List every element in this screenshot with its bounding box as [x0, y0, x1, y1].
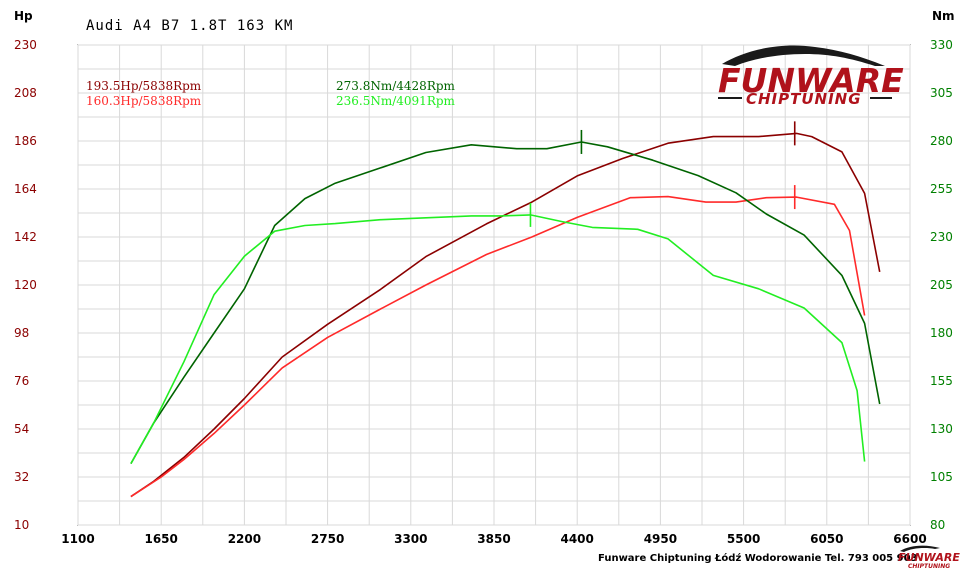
- right-tick-label: 205: [930, 278, 953, 292]
- left-tick-label: 164: [14, 182, 37, 196]
- left-axis-ticks: 10 32 54 76 98 120 142 164 186 208 230: [14, 38, 37, 532]
- x-axis-ticks: 1100 1650 2200 2750 3300 3850 4400 4950 5500 6050…: [61, 532, 926, 546]
- left-tick-label: 54: [14, 422, 29, 436]
- footer-logo-sub: CHIPTUNING: [908, 563, 950, 570]
- right-tick-label: 155: [930, 374, 953, 388]
- right-tick-label: 80: [930, 518, 945, 532]
- right-tick-label: 130: [930, 422, 953, 436]
- right-axis-unit: Nm: [932, 9, 955, 23]
- annotation-max-torque: 273.8Nm/4428Rpm: [336, 79, 456, 93]
- right-tick-label: 330: [930, 38, 953, 52]
- x-tick-label: 4400: [560, 532, 593, 546]
- right-tick-label: 305: [930, 86, 953, 100]
- x-tick-label: 1650: [144, 532, 177, 546]
- left-tick-label: 208: [14, 86, 37, 100]
- small-car-icon: [900, 545, 940, 552]
- series-line-4: [130, 214, 866, 464]
- x-tick-label: 4950: [644, 532, 677, 546]
- footer-logo-main: FUNWARE: [898, 551, 960, 564]
- annotation-max-power: 193.5Hp/5838Rpm: [86, 79, 202, 93]
- car-silhouette-icon: [722, 45, 885, 66]
- right-tick-label: 230: [930, 230, 953, 244]
- footer-small-logo: FUNWARE CHIPTUNING: [898, 545, 960, 570]
- right-tick-label: 180: [930, 326, 953, 340]
- logo-brand-main: FUNWARE: [718, 61, 904, 100]
- right-axis-ticks: 80 105 130 155 180 205 230 255 280 305 330: [930, 38, 953, 532]
- right-tick-label: 105: [930, 470, 953, 484]
- series-layer: [130, 132, 881, 498]
- series-line-2: [130, 195, 866, 498]
- x-tick-label: 2750: [311, 532, 344, 546]
- marker-layer: [529, 121, 796, 227]
- grid: [77, 44, 911, 526]
- x-tick-label: 6050: [810, 532, 843, 546]
- x-tick-label: 3300: [394, 532, 427, 546]
- x-tick-label: 3850: [477, 532, 510, 546]
- annotation-stock-torque: 236.5Nm/4091Rpm: [336, 94, 456, 108]
- left-tick-label: 32: [14, 470, 29, 484]
- funware-logo: FUNWARE CHIPTUNING: [718, 45, 904, 108]
- left-tick-label: 98: [14, 326, 29, 340]
- left-tick-label: 230: [14, 38, 37, 52]
- left-tick-label: 10: [14, 518, 29, 532]
- x-tick-label: 5500: [727, 532, 760, 546]
- left-tick-label: 76: [14, 374, 29, 388]
- x-tick-label: 6600: [893, 532, 926, 546]
- left-tick-label: 120: [14, 278, 37, 292]
- right-tick-label: 280: [930, 134, 953, 148]
- x-tick-label: 2200: [228, 532, 261, 546]
- left-tick-label: 186: [14, 134, 37, 148]
- footer-text: Funware Chiptuning Łódź Wodorowanie Tel.…: [598, 552, 918, 564]
- left-axis-unit: Hp: [14, 9, 33, 23]
- x-tick-label: 1100: [61, 532, 94, 546]
- left-tick-label: 142: [14, 230, 37, 244]
- series-line-1: [130, 132, 881, 498]
- right-tick-label: 255: [930, 182, 953, 196]
- annotation-stock-power: 160.3Hp/5838Rpm: [86, 94, 202, 108]
- chart-title: Audi A4 B7 1.8T 163 KM: [86, 18, 293, 34]
- series-line-3: [130, 141, 881, 464]
- logo-brand-sub: CHIPTUNING: [746, 90, 862, 108]
